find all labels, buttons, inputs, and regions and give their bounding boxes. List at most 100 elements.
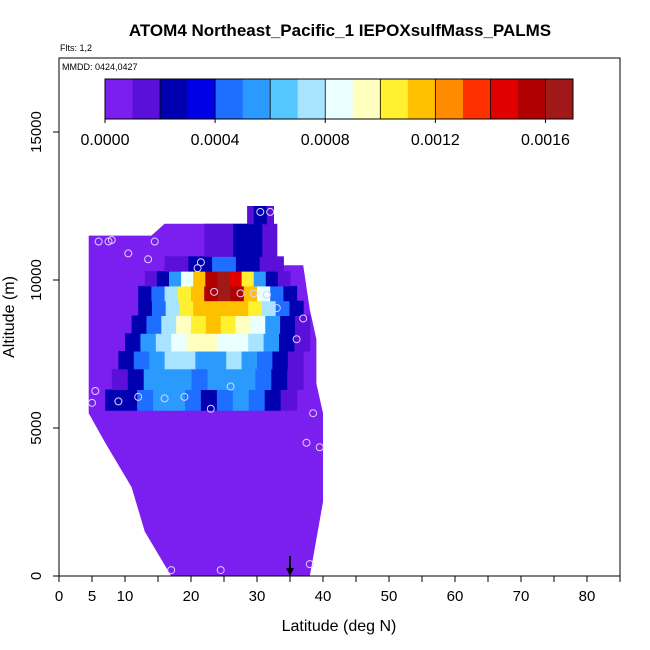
heatmap-cell bbox=[224, 256, 237, 272]
colorbar-segment bbox=[545, 79, 574, 119]
sample-point bbox=[160, 394, 169, 403]
x-tick-label: 30 bbox=[249, 588, 266, 605]
heatmap-cell bbox=[191, 315, 207, 334]
heatmap-cell bbox=[140, 333, 157, 352]
sample-point bbox=[91, 387, 100, 395]
y-tick-label: 5000 bbox=[28, 411, 45, 444]
heatmap-cell bbox=[180, 351, 196, 370]
heatmap-cell bbox=[165, 300, 180, 317]
sample-point bbox=[305, 560, 314, 569]
heatmap-cell bbox=[259, 256, 273, 272]
colorbar-segment bbox=[297, 79, 326, 119]
heatmap-cell bbox=[247, 206, 255, 225]
colorbar-segment bbox=[242, 79, 271, 119]
sample-point bbox=[196, 258, 205, 267]
heatmap-cell bbox=[253, 271, 267, 287]
heatmap-cell bbox=[210, 351, 227, 370]
heatmap-cell bbox=[247, 223, 263, 257]
sample-point bbox=[266, 207, 275, 216]
heatmap-cell bbox=[138, 285, 152, 302]
heatmap-cell bbox=[280, 315, 296, 334]
heatmap-cell bbox=[195, 351, 212, 370]
heatmap-cell bbox=[218, 223, 234, 257]
chart-title: ATOM4 Northeast_Pacific_1 IEPOXsulfMass_… bbox=[129, 21, 551, 40]
y-axis: 0 5000 10000 15000 bbox=[28, 111, 59, 580]
sample-point bbox=[292, 335, 301, 344]
heatmap-cell bbox=[250, 315, 266, 334]
sample-point bbox=[150, 237, 159, 246]
x-axis: 0 5 10 20 30 40 50 60 70 80 bbox=[55, 576, 621, 605]
heatmap-cell bbox=[263, 333, 280, 352]
heatmap-cell bbox=[261, 300, 277, 317]
heatmap-cell bbox=[118, 351, 135, 370]
heatmap-cell bbox=[272, 351, 289, 370]
heatmap-cell bbox=[191, 368, 208, 391]
x-tick-label: 5 bbox=[88, 588, 96, 605]
heatmap-cell bbox=[241, 271, 255, 287]
heatmap-cell bbox=[253, 206, 261, 225]
heatmap-cell bbox=[164, 285, 179, 302]
heatmap-cell bbox=[193, 300, 208, 317]
heatmap-cell bbox=[200, 389, 218, 411]
sample-point bbox=[167, 566, 176, 575]
sample-point bbox=[124, 249, 133, 258]
x-tick-label: 70 bbox=[513, 588, 530, 605]
heatmap-cell bbox=[233, 223, 249, 257]
heatmap-cell bbox=[121, 389, 138, 411]
heatmap-cell bbox=[247, 256, 261, 272]
heatmap-cell bbox=[164, 256, 177, 272]
heatmap-cell bbox=[279, 333, 295, 352]
heatmap-cell bbox=[205, 315, 222, 334]
colorbar-segment bbox=[325, 79, 354, 119]
heatmap-cell bbox=[241, 351, 258, 370]
x-tick-label: 60 bbox=[447, 588, 464, 605]
heatmap-cell bbox=[205, 271, 218, 287]
sample-point bbox=[94, 237, 103, 246]
heatmap-cell bbox=[217, 271, 230, 287]
colorbar-segment bbox=[380, 79, 409, 119]
heatmap-cell bbox=[264, 389, 282, 411]
sample-point bbox=[216, 566, 225, 575]
heatmap-cell bbox=[138, 300, 153, 317]
colorbar-segment bbox=[407, 79, 436, 119]
x-tick-label: 50 bbox=[381, 588, 398, 605]
heatmap-cell bbox=[255, 368, 272, 391]
colorbar-frame bbox=[104, 78, 574, 120]
heatmap-cell bbox=[125, 333, 141, 352]
sample-point bbox=[249, 289, 258, 298]
sample-point bbox=[180, 392, 189, 401]
heatmap-cell bbox=[229, 271, 243, 287]
heatmap-cell bbox=[275, 300, 290, 317]
sample-point bbox=[144, 255, 153, 264]
sample-point bbox=[210, 287, 219, 296]
heatmap-cell bbox=[216, 389, 234, 411]
position-arrow-head bbox=[286, 568, 294, 576]
x-tick-label: 10 bbox=[117, 588, 134, 605]
heatmap-cell bbox=[193, 271, 206, 287]
heatmap-cell bbox=[294, 333, 311, 352]
x-tick-label: 0 bbox=[55, 588, 63, 605]
sample-point bbox=[226, 382, 235, 391]
y-tick-label: 0 bbox=[28, 572, 45, 580]
x-tick-label: 80 bbox=[579, 588, 596, 605]
heatmap-cell bbox=[248, 333, 265, 352]
heatmap-cell bbox=[156, 271, 170, 287]
sample-point bbox=[236, 289, 245, 298]
heatmap-cell bbox=[149, 351, 166, 370]
colorbar-tick-label: 0.0004 bbox=[191, 132, 240, 149]
heatmap-cell bbox=[265, 271, 279, 287]
heatmap-cell bbox=[277, 271, 291, 287]
x-tick-label: 20 bbox=[183, 588, 200, 605]
heatmap-cell bbox=[179, 300, 194, 317]
sample-point bbox=[134, 392, 143, 401]
sample-point bbox=[107, 236, 116, 245]
heatmap-cell bbox=[184, 389, 202, 411]
heatmap-cell bbox=[161, 315, 177, 334]
heatmap-cell bbox=[248, 300, 263, 317]
plot-frame bbox=[58, 57, 621, 577]
heatmap-cell bbox=[177, 285, 192, 302]
heatmap-cell bbox=[220, 315, 237, 334]
colorbar-segment bbox=[187, 79, 216, 119]
heatmap-cell bbox=[271, 256, 284, 272]
